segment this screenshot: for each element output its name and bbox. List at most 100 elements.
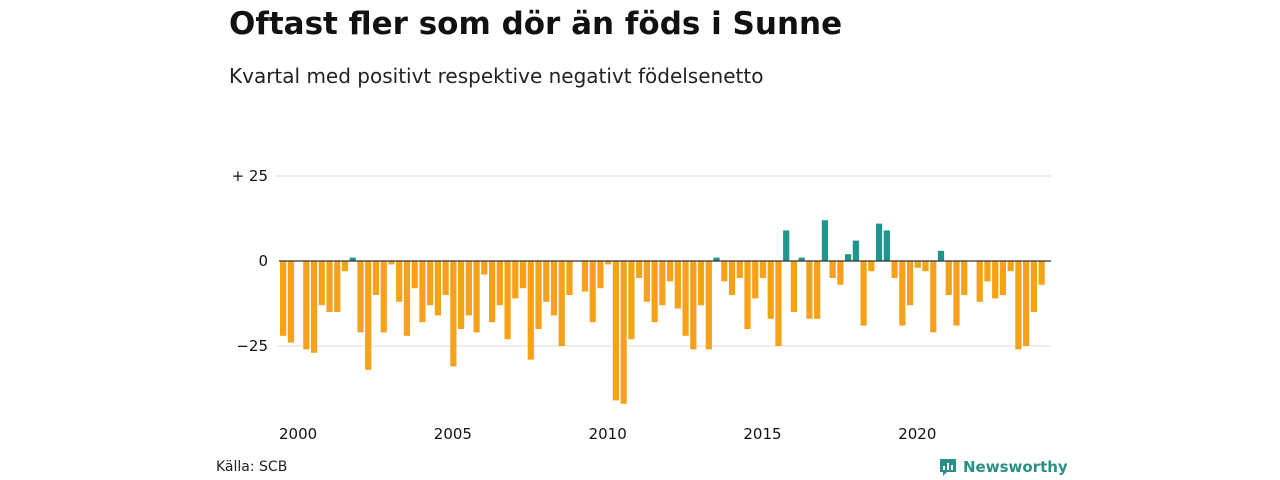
bar	[636, 261, 643, 278]
bar	[1023, 261, 1030, 346]
bar	[612, 261, 620, 401]
bar	[914, 261, 921, 268]
bar	[713, 257, 720, 261]
bar	[984, 261, 991, 282]
bar	[581, 261, 589, 292]
x-tick-label: 2000	[279, 425, 317, 443]
brand-logo[interactable]: Newsworthy	[938, 457, 1068, 477]
bar	[1007, 261, 1014, 272]
bar	[341, 261, 349, 272]
x-tick-label: 2020	[898, 425, 936, 443]
x-tick-label: 2010	[589, 425, 627, 443]
bar	[1015, 261, 1022, 350]
bar	[674, 261, 681, 309]
bar	[628, 261, 635, 340]
bar	[821, 220, 828, 261]
bar	[458, 261, 465, 329]
bar	[744, 261, 751, 329]
bar	[922, 261, 929, 272]
bar	[450, 261, 457, 367]
bar	[388, 261, 395, 265]
bar	[543, 261, 550, 302]
y-tick-label: + 25	[232, 167, 268, 185]
newsworthy-logo-icon	[940, 459, 956, 476]
bar	[992, 261, 999, 299]
bar	[721, 261, 728, 282]
bar	[504, 261, 511, 340]
bar	[527, 261, 534, 360]
bar	[728, 261, 736, 295]
bar	[875, 223, 883, 261]
bar	[318, 261, 325, 306]
bar	[597, 261, 604, 289]
bar	[535, 261, 542, 329]
bar	[620, 261, 627, 404]
bar	[790, 261, 798, 312]
bar	[651, 261, 658, 323]
bar	[411, 261, 418, 289]
bar	[736, 261, 743, 278]
bar	[496, 261, 503, 306]
y-tick-label: 0	[258, 252, 268, 270]
bar	[659, 261, 666, 306]
x-tick-label: 2015	[743, 425, 781, 443]
bar	[705, 261, 712, 350]
bar	[1030, 261, 1037, 312]
bar	[372, 261, 380, 295]
bar	[473, 261, 480, 333]
bar	[860, 261, 867, 326]
bar	[434, 261, 441, 316]
bar	[1038, 261, 1045, 285]
bar	[419, 261, 426, 323]
bar	[357, 261, 364, 333]
bar	[829, 261, 836, 278]
bar	[767, 261, 774, 319]
bar	[558, 261, 565, 346]
x-tick-label: 2005	[434, 425, 472, 443]
bar	[806, 261, 813, 319]
bar	[310, 261, 318, 353]
bar	[326, 261, 333, 312]
source-note: Källa: SCB	[216, 459, 288, 475]
bar	[396, 261, 403, 302]
bar	[465, 261, 472, 316]
bar	[667, 261, 674, 282]
bar	[442, 261, 449, 295]
bar	[930, 261, 937, 333]
bar	[605, 261, 612, 265]
bar	[589, 261, 596, 323]
bar	[752, 261, 759, 299]
y-tick-label: −25	[236, 337, 268, 355]
bar	[999, 261, 1007, 295]
bar	[953, 261, 960, 326]
bar	[945, 261, 952, 295]
bar	[868, 261, 875, 272]
bar	[845, 254, 852, 261]
bar	[697, 261, 705, 306]
bar	[287, 261, 294, 343]
bar	[690, 261, 697, 350]
bar	[783, 230, 790, 261]
bar	[899, 261, 906, 326]
bar	[759, 261, 767, 278]
bar	[883, 230, 890, 261]
bar	[380, 261, 387, 333]
bar	[798, 257, 805, 261]
bar	[550, 261, 558, 316]
bar	[488, 261, 496, 323]
bar	[852, 240, 859, 261]
bar	[937, 250, 945, 261]
bar	[814, 261, 821, 319]
bar	[334, 261, 341, 312]
chart-title: Oftast fler som dör än föds i Sunne	[229, 6, 843, 42]
bar	[365, 261, 372, 370]
bar	[976, 261, 983, 302]
brand-name: Newsworthy	[963, 458, 1068, 476]
bar	[519, 261, 527, 289]
bar	[891, 261, 898, 278]
bar	[481, 261, 488, 275]
bar	[427, 261, 434, 306]
bar	[906, 261, 914, 306]
bar	[643, 261, 650, 302]
